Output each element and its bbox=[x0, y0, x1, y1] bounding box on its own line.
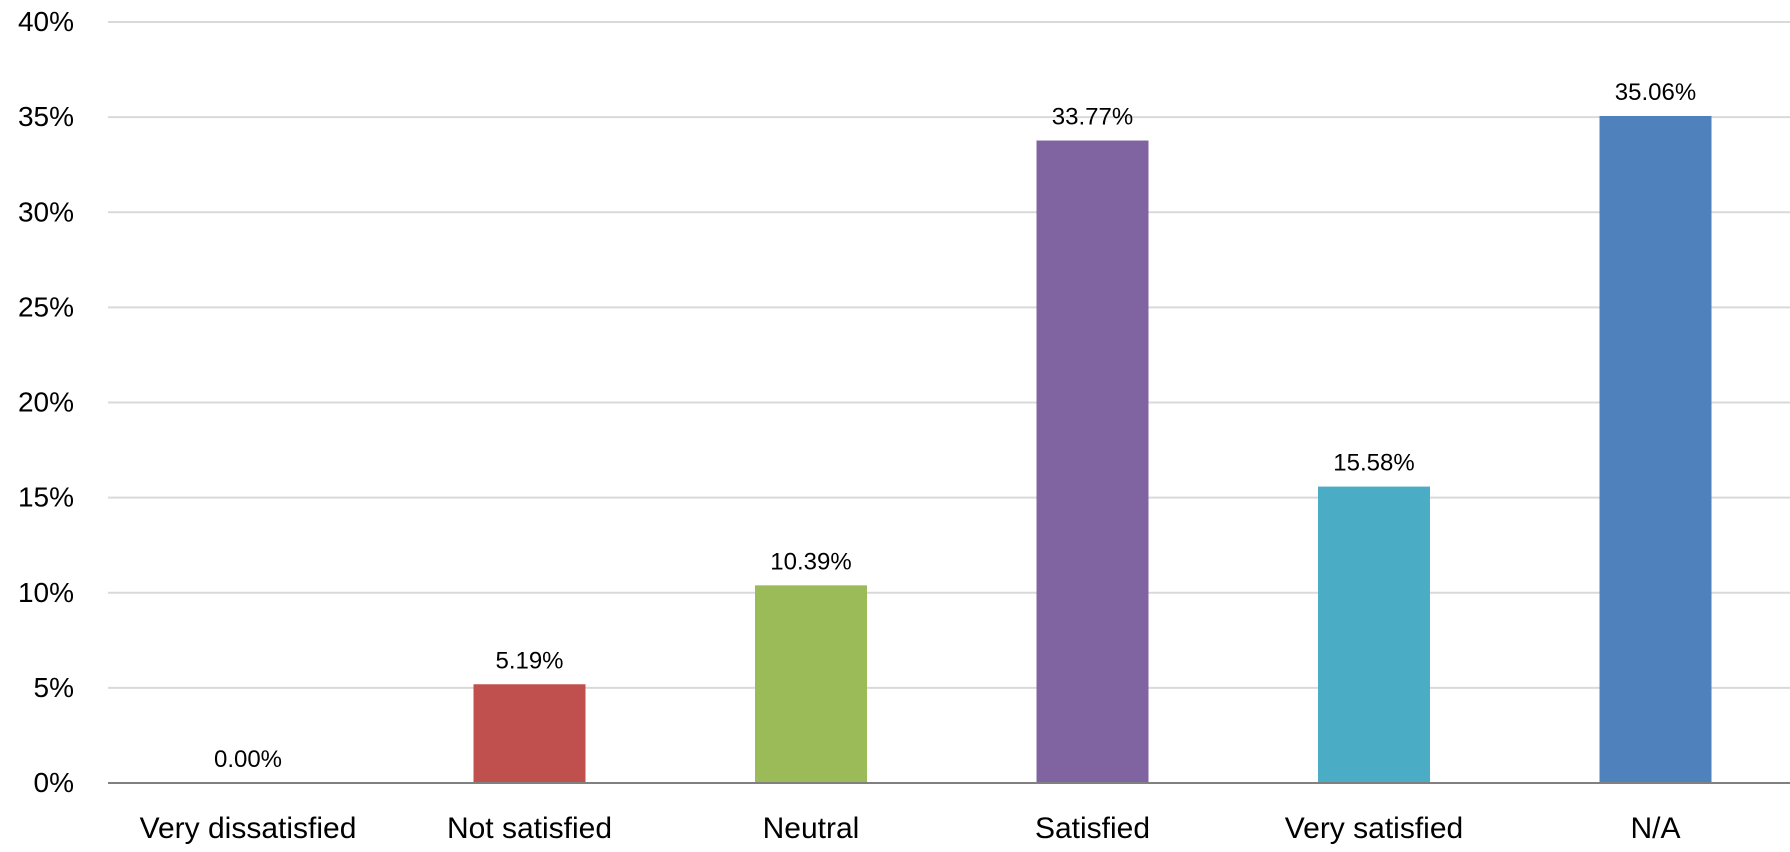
y-tick-label: 25% bbox=[18, 291, 74, 322]
data-label: 15.58% bbox=[1333, 450, 1414, 477]
y-tick-label: 20% bbox=[18, 387, 74, 418]
x-tick-label: N/A bbox=[1630, 812, 1680, 845]
gridlines bbox=[108, 21, 1790, 689]
y-tick-label: 40% bbox=[18, 6, 74, 37]
bars bbox=[473, 115, 1712, 783]
y-axis-tick-labels: 0% 5% 10% 15% 20% 25% 30% 35% 40% bbox=[18, 6, 74, 798]
y-tick-label: 10% bbox=[18, 577, 74, 608]
data-label: 10.39% bbox=[770, 548, 851, 575]
x-tick-label: Satisfied bbox=[1035, 812, 1150, 845]
bar bbox=[755, 585, 867, 783]
x-tick-label: Neutral bbox=[763, 812, 860, 845]
data-label: 35.06% bbox=[1615, 79, 1696, 106]
x-tick-label: Very satisfied bbox=[1285, 812, 1463, 845]
data-label: 33.77% bbox=[1052, 104, 1133, 131]
data-labels: 0.00% 5.19% 10.39% 33.77% 15.58% 35.06% bbox=[214, 79, 1696, 773]
bar bbox=[1036, 140, 1149, 783]
y-tick-label: 15% bbox=[18, 482, 74, 513]
x-tick-label: Not satisfied bbox=[447, 812, 612, 845]
y-tick-label: 0% bbox=[34, 767, 74, 798]
data-label: 5.19% bbox=[495, 647, 563, 674]
x-axis-tick-labels: Very dissatisfied Not satisfied Neutral Sat… bbox=[140, 812, 1681, 845]
bar bbox=[1318, 486, 1430, 783]
data-label: 0.00% bbox=[214, 746, 282, 773]
y-tick-label: 5% bbox=[34, 672, 74, 703]
y-tick-label: 30% bbox=[18, 196, 74, 227]
bar bbox=[1599, 115, 1712, 783]
bar bbox=[473, 684, 586, 783]
y-tick-label: 35% bbox=[18, 101, 74, 132]
x-tick-label: Very dissatisfied bbox=[140, 812, 357, 845]
